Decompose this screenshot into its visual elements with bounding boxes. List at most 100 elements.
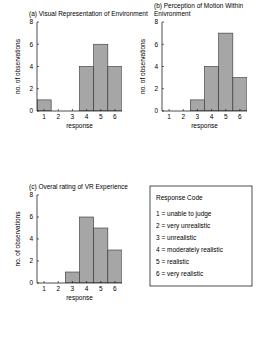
y-axis-label: no. of observations (14, 211, 21, 267)
x-axis-label: response (191, 122, 218, 130)
chart-title: (a) Visual Representation of Environment (29, 10, 148, 18)
chart-title: (c) Overal rating of VR Experience (29, 183, 128, 191)
x-tick (239, 109, 240, 111)
y-tick (37, 88, 39, 89)
x-tick-label: 6 (238, 113, 242, 120)
y-tick (162, 88, 164, 89)
x-tick-label: 5 (99, 285, 103, 292)
y-tick-label: 2 (29, 257, 33, 264)
box-item: 4 = moderately realistic (156, 246, 224, 254)
bar (80, 217, 94, 283)
bar (80, 67, 94, 112)
bars (65, 217, 122, 283)
x-tick (72, 281, 73, 283)
bar (219, 33, 233, 111)
x-tick (58, 109, 59, 111)
box-title: Response Code (156, 194, 203, 202)
bars (190, 33, 247, 111)
y-tick-label: 0 (154, 107, 158, 114)
figure: (a) Visual Representation of Environment… (0, 0, 257, 350)
y-tick (37, 22, 39, 23)
y-tick (37, 44, 39, 45)
x-tick-label: 1 (167, 113, 171, 120)
x-tick (100, 281, 101, 283)
y-tick-label: 4 (29, 235, 33, 242)
chart-title: (b) Perception of Motion WithinEnivronme… (154, 2, 244, 17)
x-axis (37, 283, 122, 284)
bar (94, 44, 108, 111)
y-tick-label: 2 (29, 85, 33, 92)
x-tick (211, 109, 212, 111)
bar (37, 100, 51, 111)
x-tick (169, 109, 170, 111)
bar (205, 67, 219, 112)
y-tick (37, 261, 39, 262)
bar (108, 250, 122, 283)
bar (94, 228, 108, 283)
y-axis-label: no. of observations (139, 38, 146, 94)
y-tick (37, 195, 39, 196)
x-tick (114, 109, 115, 111)
y-tick-label: 4 (154, 63, 158, 70)
x-tick (86, 281, 87, 283)
x-tick (197, 109, 198, 111)
x-tick (44, 281, 45, 283)
y-tick (37, 111, 39, 112)
bar (65, 272, 79, 283)
x-axis-label: response (66, 122, 93, 130)
x-tick (44, 109, 45, 111)
y-tick-label: 0 (29, 107, 33, 114)
y-tick (162, 44, 164, 45)
x-tick (86, 109, 87, 111)
box-frame (150, 186, 252, 286)
x-tick (72, 109, 73, 111)
bar (108, 67, 122, 112)
box-item: 5 = realistic (156, 258, 190, 265)
box-item: 3 = unrealistic (156, 234, 197, 241)
box-item: 6 = very realistic (156, 270, 204, 278)
chart: (b) Perception of Motion WithinEnivronme… (139, 2, 247, 130)
x-tick (114, 281, 115, 283)
x-tick-label: 2 (56, 285, 60, 292)
x-axis (162, 111, 247, 112)
x-tick (225, 109, 226, 111)
bars (37, 44, 122, 111)
y-tick-label: 2 (154, 85, 158, 92)
y-tick-label: 6 (154, 41, 158, 48)
x-tick-label: 5 (99, 113, 103, 120)
x-tick (58, 281, 59, 283)
chart: (a) Visual Representation of Environment… (14, 10, 148, 130)
x-tick-label: 5 (224, 113, 228, 120)
y-tick-label: 6 (29, 41, 33, 48)
box-item: 1 = unable to judge (156, 210, 212, 218)
y-tick-label: 4 (29, 63, 33, 70)
x-tick-label: 1 (42, 285, 46, 292)
x-tick-label: 4 (210, 113, 214, 120)
y-tick-label: 8 (154, 18, 158, 25)
y-tick (162, 22, 164, 23)
x-tick (100, 109, 101, 111)
bar (233, 78, 247, 111)
x-tick-label: 6 (113, 113, 117, 120)
y-tick (162, 66, 164, 67)
y-tick-label: 8 (29, 191, 33, 198)
x-axis (37, 111, 122, 112)
x-tick-label: 4 (85, 113, 89, 120)
y-tick (162, 111, 164, 112)
y-tick-label: 0 (29, 279, 33, 286)
x-tick-label: 4 (85, 285, 89, 292)
x-tick-label: 3 (71, 113, 75, 120)
x-tick (183, 109, 184, 111)
y-axis-label: no. of observations (14, 38, 21, 94)
bar (190, 100, 204, 111)
x-axis-label: response (66, 294, 93, 302)
x-tick-label: 3 (71, 285, 75, 292)
y-tick-label: 6 (29, 213, 33, 220)
y-tick (37, 217, 39, 218)
x-tick-label: 1 (42, 113, 46, 120)
y-tick (37, 283, 39, 284)
chart: (c) Overal rating of VR Experience 1 2 3 4 5 6… (14, 183, 128, 302)
y-tick (37, 66, 39, 67)
x-tick-label: 6 (113, 285, 117, 292)
x-tick-label: 2 (56, 113, 60, 120)
